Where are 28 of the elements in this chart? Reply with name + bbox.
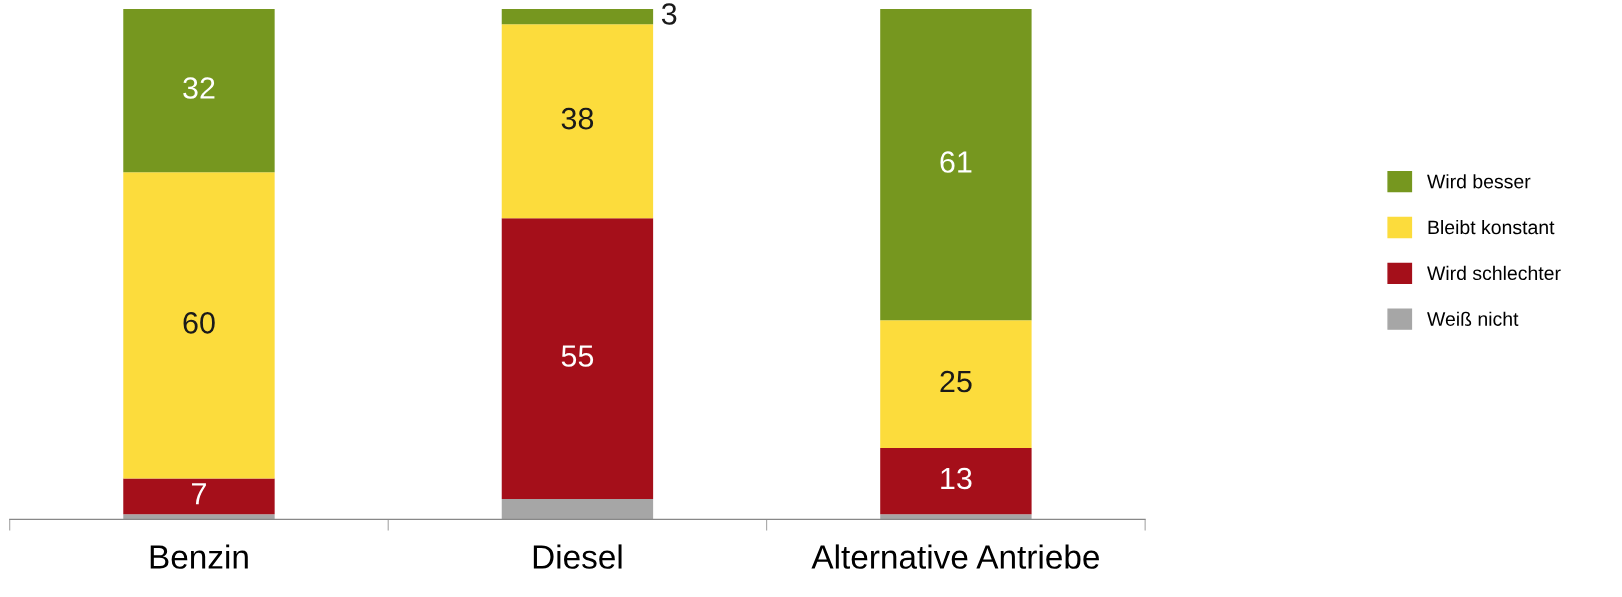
legend-label: Wird besser bbox=[1427, 174, 1531, 189]
data-label: 60 bbox=[183, 311, 215, 334]
bar bbox=[880, 320, 1032, 448]
data-label: 7 bbox=[192, 483, 206, 505]
bar bbox=[880, 447, 1032, 515]
data-label: 32 bbox=[183, 77, 215, 99]
bar bbox=[880, 8, 1032, 321]
x-tick-label: Alternative Antriebe bbox=[811, 544, 1099, 569]
legend-label: Wird schlechter bbox=[1427, 265, 1561, 281]
data-label: 38 bbox=[561, 107, 594, 130]
bar bbox=[123, 172, 275, 479]
bar bbox=[123, 478, 275, 515]
bar bbox=[123, 514, 275, 520]
x-tick-label: Diesel bbox=[533, 544, 622, 569]
bar bbox=[501, 24, 654, 219]
bar bbox=[123, 8, 275, 173]
bar bbox=[501, 218, 654, 499]
data-label: 3 bbox=[661, 3, 677, 25]
x-tick-label: Benzin bbox=[150, 544, 248, 569]
bar bbox=[501, 498, 654, 520]
data-label: 25 bbox=[940, 370, 972, 393]
legend-label: Weiß nicht bbox=[1427, 311, 1519, 326]
data-label: 55 bbox=[561, 345, 594, 367]
legend-label: Bleibt konstant bbox=[1428, 219, 1555, 235]
data-label: 13 bbox=[941, 467, 972, 490]
data-label: 61 bbox=[940, 151, 972, 173]
bar bbox=[880, 514, 1032, 520]
bar bbox=[501, 8, 654, 25]
